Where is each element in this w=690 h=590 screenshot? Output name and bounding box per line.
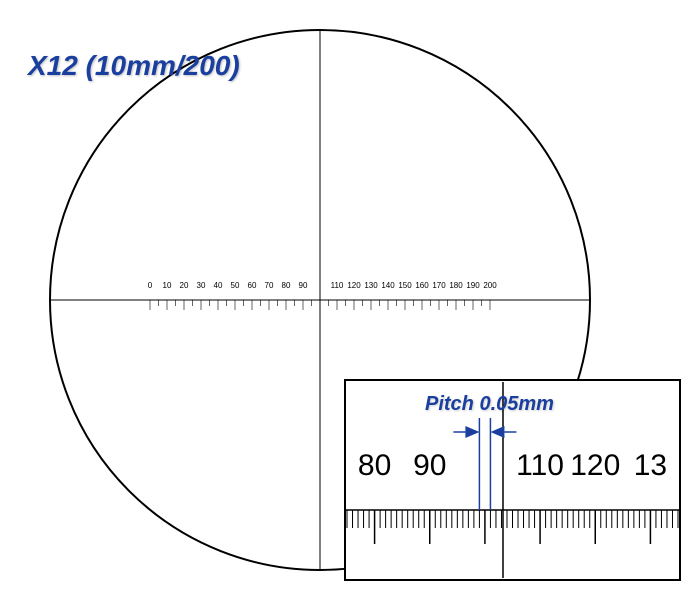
svg-text:200: 200 <box>483 281 497 290</box>
svg-text:120: 120 <box>570 449 620 482</box>
svg-text:140: 140 <box>381 281 395 290</box>
svg-text:0: 0 <box>148 281 153 290</box>
diagram-svg: 0102030405060708090110120130140150160170… <box>0 0 690 590</box>
svg-text:60: 60 <box>248 281 257 290</box>
stage: X12 (10mm/200) 0102030405060708090110120… <box>0 0 690 590</box>
svg-text:50: 50 <box>231 281 240 290</box>
svg-text:40: 40 <box>214 281 223 290</box>
svg-text:10: 10 <box>163 281 172 290</box>
svg-text:180: 180 <box>449 281 463 290</box>
svg-text:80: 80 <box>358 449 391 482</box>
svg-text:170: 170 <box>432 281 446 290</box>
svg-text:20: 20 <box>180 281 189 290</box>
svg-text:Pitch 0.05mm: Pitch 0.05mm <box>425 393 554 415</box>
svg-text:190: 190 <box>466 281 480 290</box>
svg-text:120: 120 <box>347 281 361 290</box>
svg-text:30: 30 <box>197 281 206 290</box>
svg-text:110: 110 <box>516 449 564 482</box>
svg-text:160: 160 <box>415 281 429 290</box>
svg-text:110: 110 <box>331 281 344 290</box>
svg-text:70: 70 <box>265 281 274 290</box>
svg-text:13: 13 <box>634 449 667 482</box>
svg-text:90: 90 <box>413 449 446 482</box>
svg-text:130: 130 <box>364 281 378 290</box>
title: X12 (10mm/200) <box>28 50 240 82</box>
svg-text:150: 150 <box>398 281 412 290</box>
svg-text:80: 80 <box>282 281 291 290</box>
svg-text:90: 90 <box>299 281 308 290</box>
